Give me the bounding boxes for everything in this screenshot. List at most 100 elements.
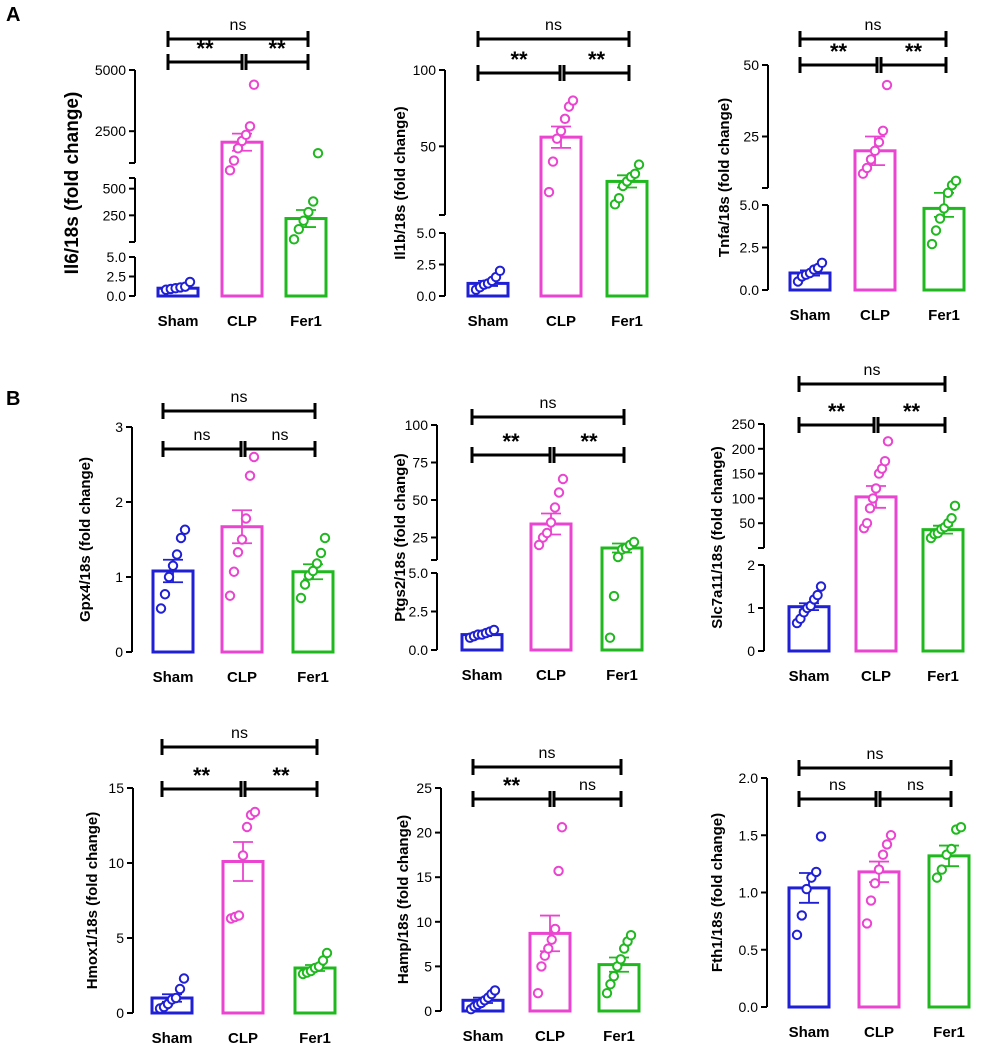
- bar-fer1: [291, 570, 335, 654]
- y-tick-label: 5: [424, 958, 432, 974]
- significance-label: ns: [864, 362, 881, 379]
- y-tick-label: 10: [108, 855, 124, 871]
- data-point: [175, 532, 187, 544]
- y-tick-label: 1: [115, 569, 123, 585]
- data-point: [224, 165, 236, 176]
- panel-label-a: A: [6, 4, 21, 26]
- significance-label: **: [588, 47, 606, 72]
- data-point: [315, 547, 327, 559]
- data-point: [556, 822, 568, 833]
- data-point: [879, 456, 891, 467]
- data-point: [232, 547, 244, 558]
- chart-hamp: [435, 759, 641, 1015]
- data-point: [867, 493, 879, 504]
- y-axis-label: Ptgs2/18s (fold change): [392, 453, 409, 621]
- x-tick-label: Sham: [468, 313, 509, 330]
- bar-fer1: [605, 179, 649, 298]
- x-tick-label: Fer1: [297, 669, 329, 686]
- y-tick-label: 200: [732, 441, 756, 457]
- data-point: [934, 213, 946, 224]
- y-axis-label: Tnfa/18s (fold change): [716, 98, 733, 257]
- data-point: [567, 95, 579, 106]
- data-point: [877, 125, 889, 136]
- y-tick-label: 2: [115, 494, 123, 510]
- data-point: [248, 451, 260, 463]
- y-tick-label: 5: [116, 930, 124, 946]
- data-point: [938, 203, 950, 214]
- x-tick-label: Sham: [152, 1030, 193, 1043]
- y-axis-label: Hmox1/18s (fold change): [84, 812, 101, 990]
- y-tick-label: 2.5: [740, 240, 760, 256]
- data-point: [811, 866, 822, 878]
- significance-label: **: [905, 39, 923, 64]
- significance-label: **: [268, 36, 286, 61]
- data-point: [167, 560, 179, 571]
- y-tick-label: 25: [412, 530, 428, 546]
- significance-label: ns: [540, 395, 557, 412]
- data-point: [543, 186, 555, 198]
- y-tick-label: 250: [103, 207, 127, 223]
- data-point: [532, 987, 544, 999]
- significance-label: ns: [231, 725, 248, 742]
- significance-label: **: [510, 47, 528, 72]
- y-axis-label: Il1b/18s (fold change): [392, 106, 409, 259]
- data-point: [543, 943, 554, 954]
- data-point: [557, 473, 569, 485]
- data-point: [311, 558, 323, 569]
- data-point: [613, 193, 625, 204]
- data-point: [174, 983, 186, 995]
- chart-il1b: [439, 31, 649, 298]
- data-point: [949, 500, 961, 512]
- data-point: [625, 929, 637, 941]
- data-point: [877, 849, 889, 860]
- y-tick-label: 2: [747, 557, 755, 573]
- data-point: [885, 830, 897, 841]
- x-tick-label: CLP: [860, 307, 890, 324]
- data-point: [244, 470, 256, 481]
- data-point: [299, 579, 311, 590]
- data-point: [942, 187, 954, 199]
- chart-gpx4: [126, 403, 335, 654]
- y-axis-label: Il6/18s (fold change): [62, 92, 83, 275]
- y-tick-label: 0.5: [739, 942, 759, 958]
- data-point: [546, 934, 557, 945]
- significance-label: **: [193, 763, 211, 788]
- data-point: [865, 895, 877, 906]
- x-tick-label: CLP: [227, 313, 257, 330]
- data-point: [536, 961, 547, 972]
- significance-label: ns: [272, 427, 289, 444]
- y-tick-label: 100: [405, 417, 429, 433]
- y-tick-label: 2.0: [739, 770, 759, 786]
- x-tick-label: Sham: [790, 307, 831, 324]
- y-tick-label: 0.0: [417, 288, 437, 304]
- significance-label: **: [828, 399, 846, 424]
- y-axis-label: Gpx4/18s (fold change): [77, 457, 94, 622]
- y-tick-label: 50: [420, 138, 436, 154]
- x-tick-label: Sham: [158, 313, 199, 330]
- data-point: [184, 276, 196, 288]
- significance-label: ns: [865, 17, 882, 34]
- data-point: [815, 831, 827, 842]
- significance-label: ns: [579, 777, 596, 794]
- data-point: [293, 224, 304, 235]
- x-tick-label: Sham: [789, 1024, 830, 1041]
- data-point: [494, 265, 506, 276]
- significance-label: **: [580, 429, 598, 454]
- data-point: [298, 215, 309, 226]
- significance-label: ns: [194, 427, 211, 444]
- data-point: [553, 487, 565, 498]
- data-point: [555, 125, 567, 137]
- y-tick-label: 1.5: [739, 827, 759, 843]
- y-tick-label: 10: [416, 914, 432, 930]
- y-tick-label: 75: [412, 455, 428, 471]
- y-tick-label: 0: [424, 1003, 432, 1019]
- data-point: [541, 527, 553, 539]
- x-tick-label: CLP: [535, 1028, 565, 1043]
- y-tick-label: 0: [116, 1005, 124, 1021]
- data-point: [163, 571, 175, 583]
- data-point: [861, 518, 873, 529]
- chart-il6: [129, 31, 328, 298]
- data-point: [549, 502, 561, 513]
- data-point: [628, 536, 640, 548]
- data-point: [488, 624, 500, 636]
